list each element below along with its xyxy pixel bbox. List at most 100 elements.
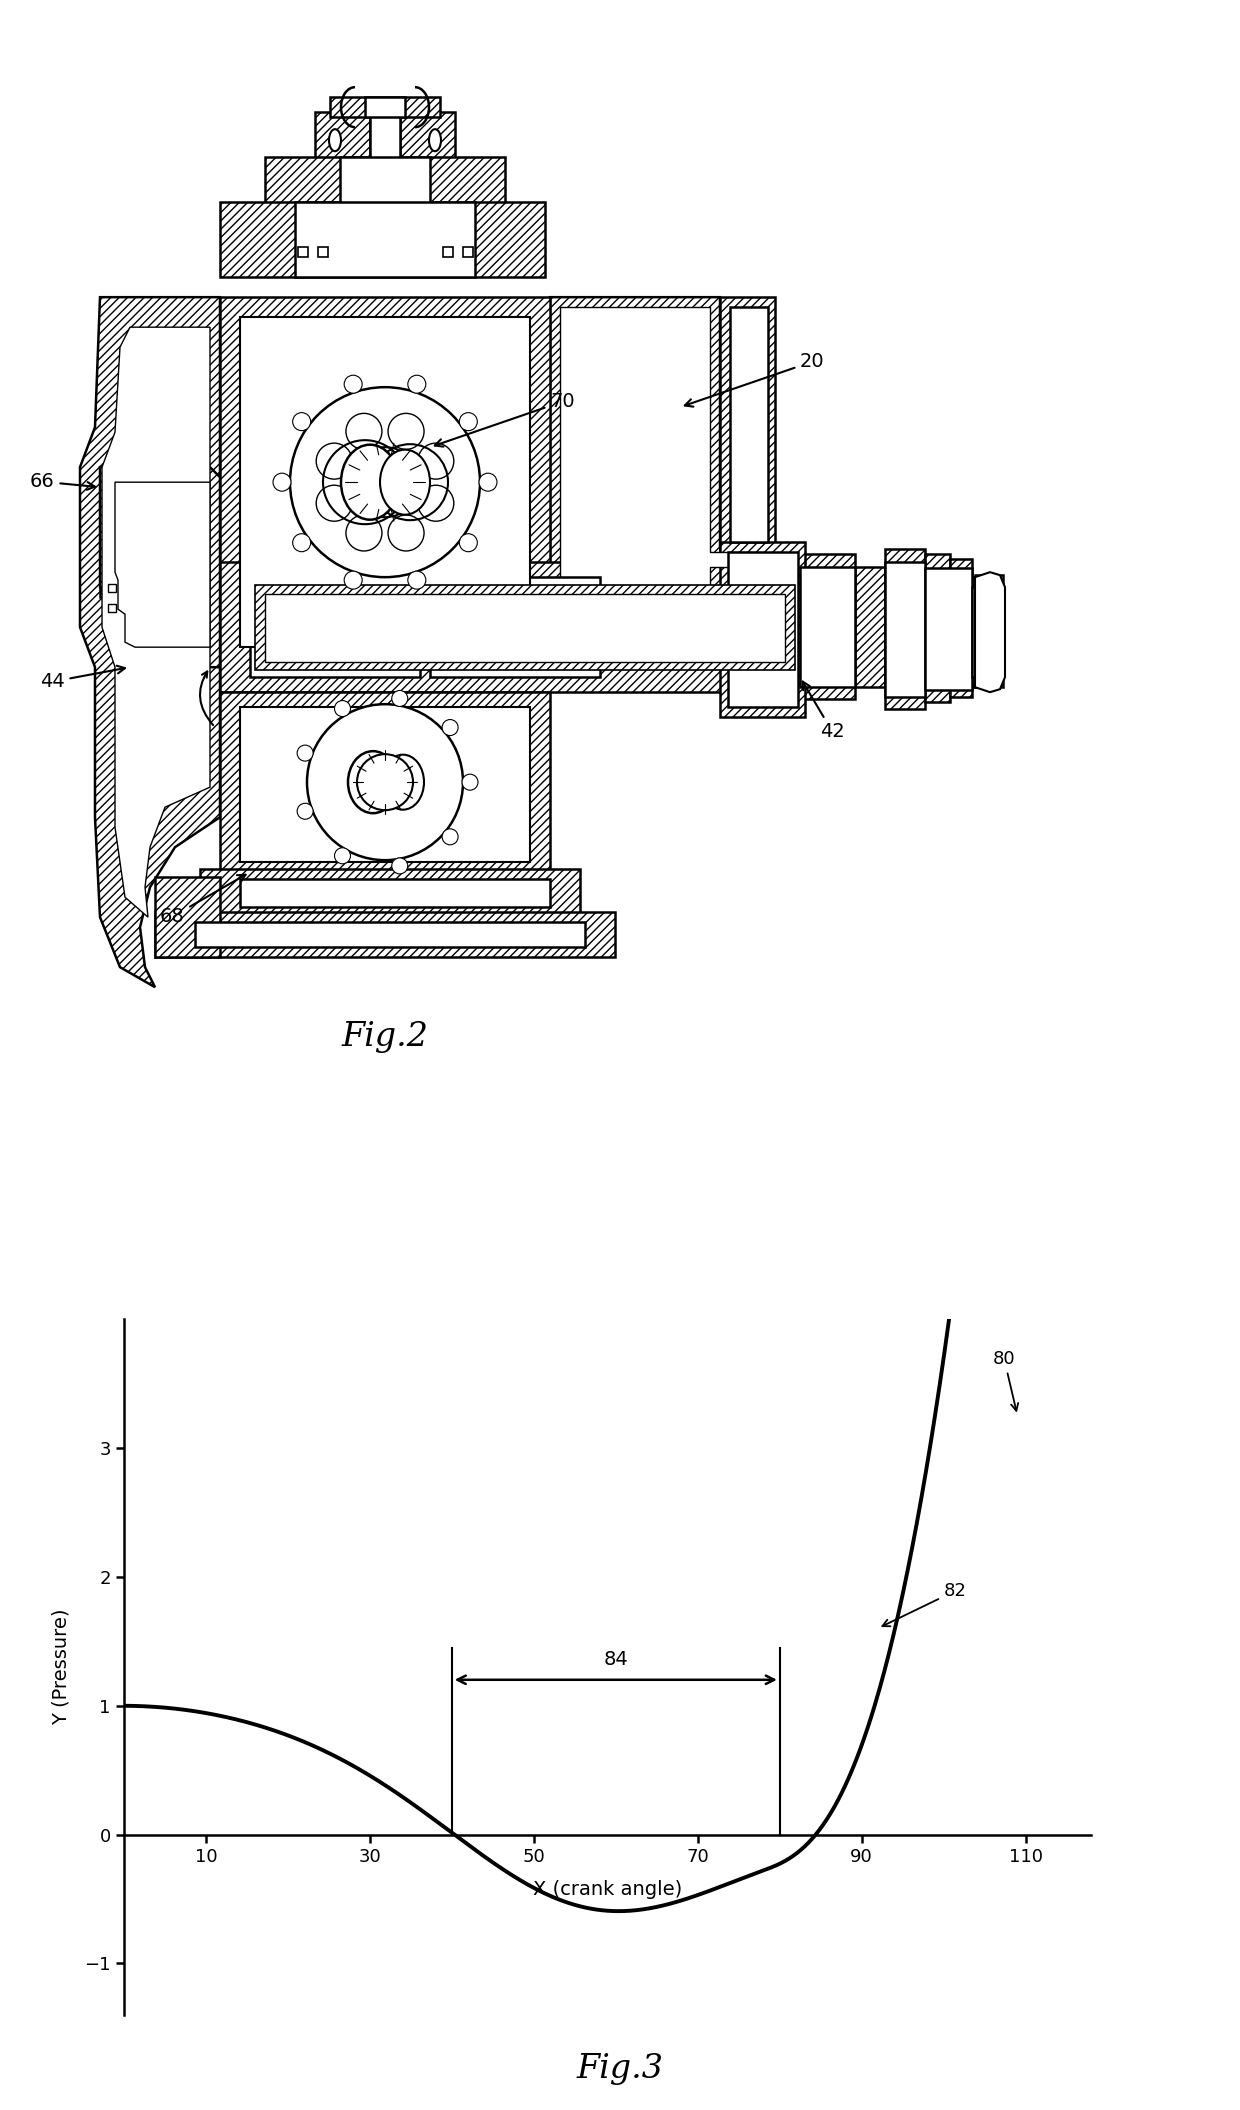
Bar [950,559,972,696]
Bar [800,568,856,688]
Text: 42: 42 [802,682,844,741]
Polygon shape [115,483,210,648]
Bar [219,203,546,276]
Text: Fig.3: Fig.3 [577,2053,663,2085]
Text: 66: 66 [30,473,95,492]
Bar [730,308,768,542]
Bar [219,561,800,692]
Polygon shape [100,587,115,622]
Polygon shape [155,878,219,958]
Circle shape [408,572,425,589]
Circle shape [345,572,362,589]
Bar [728,553,799,707]
Circle shape [273,473,291,492]
Polygon shape [551,298,775,667]
Circle shape [367,464,403,500]
Circle shape [408,376,425,392]
Bar [856,568,885,688]
Circle shape [418,485,454,521]
Circle shape [392,859,408,874]
Polygon shape [81,298,219,987]
Polygon shape [219,298,551,667]
Bar [195,922,585,947]
X-axis label: X (crank angle): X (crank angle) [533,1880,682,1899]
Bar [330,97,440,118]
Bar [295,203,475,276]
Text: 70: 70 [435,392,574,447]
Circle shape [298,804,314,819]
Bar [720,542,805,717]
Bar [265,156,505,207]
Polygon shape [219,692,551,878]
Circle shape [443,829,458,844]
Polygon shape [241,707,529,863]
Bar [463,247,472,257]
Bar [255,584,795,671]
Bar [800,555,856,698]
Bar [298,247,308,257]
Circle shape [357,753,413,810]
Circle shape [463,774,477,789]
Circle shape [335,848,351,863]
Text: 68: 68 [160,876,246,926]
Bar [443,247,453,257]
Ellipse shape [341,445,399,519]
Text: 44: 44 [40,667,125,692]
Bar [265,595,785,663]
Bar [401,112,455,167]
Text: 84: 84 [604,1650,629,1669]
Bar [925,555,950,703]
Circle shape [459,534,477,551]
Circle shape [345,376,362,392]
Circle shape [346,414,382,449]
Bar [972,578,997,688]
Circle shape [392,690,408,707]
Circle shape [293,534,311,551]
Circle shape [293,414,311,430]
Circle shape [418,443,454,479]
Bar [317,247,329,257]
Ellipse shape [429,129,441,152]
Circle shape [388,515,424,551]
Bar [315,112,370,167]
Bar [885,561,925,696]
Polygon shape [102,327,210,918]
Ellipse shape [382,755,424,810]
Text: 82: 82 [883,1582,966,1627]
Bar [241,880,551,907]
Bar [885,549,925,709]
Bar [200,869,580,918]
Polygon shape [560,308,760,656]
Circle shape [335,701,351,717]
Text: 20: 20 [684,352,825,407]
Polygon shape [241,316,529,648]
Text: 80: 80 [993,1350,1018,1412]
Circle shape [479,473,497,492]
Ellipse shape [348,751,398,812]
Bar [155,912,615,958]
Bar [720,298,775,553]
Circle shape [316,443,352,479]
Bar [370,112,401,167]
Circle shape [290,386,480,578]
Bar [975,576,1003,688]
Ellipse shape [329,129,341,152]
Polygon shape [100,466,219,667]
Bar [340,156,430,207]
Circle shape [350,447,420,517]
Bar [270,599,780,656]
Bar [925,568,972,690]
Ellipse shape [379,449,430,515]
Circle shape [388,414,424,449]
Text: Fig.2: Fig.2 [341,1021,429,1053]
Circle shape [443,720,458,736]
Circle shape [459,414,477,430]
Circle shape [298,745,314,762]
Circle shape [308,705,463,861]
Bar [972,587,997,677]
Y-axis label: Y (Pressure): Y (Pressure) [51,1608,71,1726]
Circle shape [346,515,382,551]
Polygon shape [975,572,1004,692]
Bar [108,584,117,593]
Circle shape [316,485,352,521]
